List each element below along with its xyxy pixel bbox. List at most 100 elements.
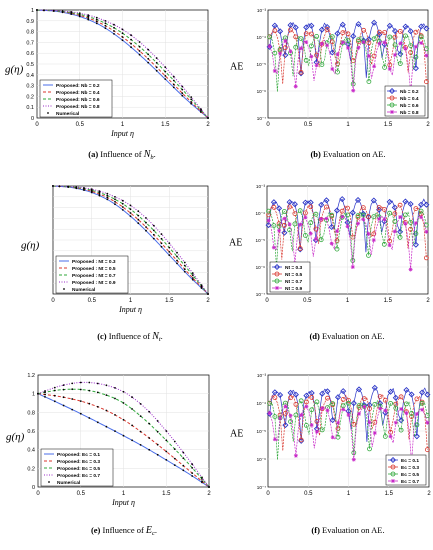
series-line — [269, 28, 427, 85]
data-marker — [319, 217, 324, 221]
numerical-point — [130, 42, 133, 45]
numerical-point — [164, 70, 167, 73]
data-marker — [267, 400, 273, 406]
numerical-point — [147, 53, 150, 56]
x-tick-label: 0.5 — [304, 491, 313, 497]
data-marker — [366, 54, 371, 58]
data-marker — [292, 221, 298, 227]
numerical-point — [122, 402, 125, 404]
data-marker — [335, 52, 340, 57]
data-marker — [325, 43, 330, 48]
data-marker — [278, 51, 283, 56]
numerical-point — [190, 98, 193, 101]
numerical-point — [129, 215, 132, 218]
data-marker — [351, 450, 357, 456]
data-marker — [329, 34, 335, 40]
numerical-point — [148, 448, 151, 451]
data-marker — [304, 404, 309, 409]
data-marker — [334, 394, 342, 401]
numerical-point — [148, 422, 151, 425]
data-marker — [288, 395, 294, 401]
numerical-point — [114, 200, 116, 203]
numerical-point — [62, 384, 65, 386]
data-marker — [392, 229, 397, 234]
data-marker — [424, 447, 430, 453]
caption-c: (c) Influence of Nt. — [97, 331, 163, 343]
legend-label: Proposed: Nb = 0.6 — [56, 97, 100, 103]
data-marker — [303, 422, 309, 428]
data-marker — [351, 88, 356, 93]
numerical-point — [105, 384, 108, 387]
numerical-point — [106, 198, 109, 201]
numerical-point — [95, 22, 98, 25]
x-tick-label: 2 — [427, 491, 431, 497]
panel-a: 0 0.5 1 1.5 2 0 0.1 0.2 0.3 0.4 0.5 0.6 0.7 0.8 0.9 1 Pr… — [5, 8, 210, 138]
numerical-point — [113, 33, 115, 35]
series-line — [268, 204, 427, 260]
data-marker — [402, 23, 409, 30]
data-marker — [313, 226, 319, 232]
y-tick-label: 0.3 — [26, 84, 34, 90]
data-marker — [355, 21, 362, 28]
data-marker — [335, 426, 341, 432]
data-marker — [272, 68, 277, 73]
numerical-point — [139, 415, 142, 417]
data-marker — [324, 27, 330, 32]
data-marker — [382, 433, 388, 439]
x-tick-label: 2 — [426, 122, 430, 128]
numerical-point — [79, 412, 82, 415]
data-marker — [403, 33, 408, 39]
y-tick-label: 0.4 — [27, 448, 35, 454]
numerical-point — [183, 270, 186, 273]
data-marker — [403, 401, 409, 407]
data-marker — [403, 221, 408, 226]
data-marker — [413, 221, 418, 226]
numerical-point — [87, 18, 90, 21]
data-marker — [419, 215, 424, 220]
data-marker — [371, 231, 377, 237]
data-marker — [371, 19, 378, 26]
x-tick-label: 2 — [207, 491, 211, 497]
legend-marker — [275, 286, 279, 290]
data-marker — [397, 202, 403, 208]
data-marker — [298, 36, 304, 41]
data-marker — [297, 246, 303, 251]
numerical-point — [43, 9, 45, 12]
data-marker — [308, 220, 314, 226]
numerical-point — [137, 222, 140, 225]
data-marker — [367, 420, 372, 425]
y-tick-label: 0.8 — [26, 30, 34, 36]
y-axis-label: AE — [230, 61, 243, 72]
data-marker — [318, 201, 325, 208]
numerical-point — [139, 430, 142, 433]
numerical-point — [106, 196, 109, 199]
numerical-point — [138, 45, 141, 48]
data-marker — [339, 196, 346, 203]
data-marker — [418, 208, 424, 214]
numerical-point — [79, 400, 82, 402]
data-marker — [299, 413, 304, 418]
numerical-point — [61, 10, 64, 13]
data-marker — [423, 255, 429, 261]
data-marker — [288, 27, 293, 33]
numerical-point — [182, 457, 185, 459]
x-tick-label: 1.5 — [384, 122, 393, 128]
numerical-point — [44, 396, 46, 398]
data-marker — [371, 36, 377, 42]
y-tick-label: 0.2 — [27, 466, 35, 472]
data-marker — [277, 228, 282, 233]
numerical-point — [114, 203, 116, 206]
data-marker — [366, 214, 371, 220]
x-tick-label: 0 — [265, 298, 269, 304]
data-marker — [376, 29, 382, 35]
data-marker — [361, 40, 366, 44]
numerical-point — [114, 414, 116, 416]
numerical-point — [36, 9, 38, 11]
data-marker — [356, 403, 362, 409]
y-tick-label: 0.6 — [27, 429, 35, 435]
numerical-point — [201, 476, 203, 479]
data-marker — [309, 423, 314, 427]
data-marker — [349, 209, 356, 216]
series-line — [37, 9, 209, 119]
